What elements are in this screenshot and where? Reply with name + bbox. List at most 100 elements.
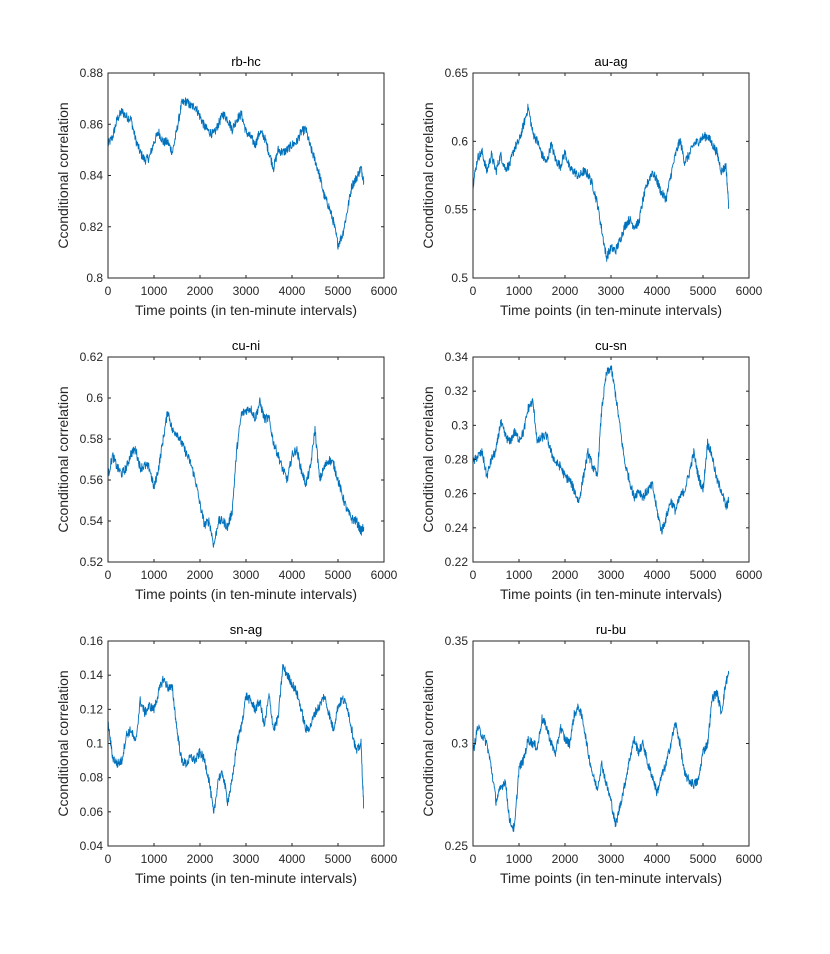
x-tick-label: 1000 xyxy=(141,852,168,866)
subplot-title: au-ag xyxy=(594,54,627,69)
y-tick-label: 0.65 xyxy=(445,66,469,80)
x-tick-label: 0 xyxy=(105,568,112,582)
y-tick-label: 0.56 xyxy=(80,473,104,487)
subplot-cu-sn: cu-sn 0 1000 2000 3000 4000 5000 6000 0.22 0.24 0.… xyxy=(420,338,763,602)
x-axis-label: Time points (in ten-minute intervals) xyxy=(135,586,357,602)
x-tick-label: 3000 xyxy=(598,568,625,582)
subplot-au-ag: au-ag 0 1000 2000 3000 4000 5000 6000 0.5 0.55 0.6… xyxy=(420,54,763,318)
x-axis-label: Time points (in ten-minute intervals) xyxy=(135,302,357,318)
y-tick-label: 0.25 xyxy=(445,839,469,853)
y-tick-label: 0.52 xyxy=(80,555,104,569)
y-tick-label: 0.16 xyxy=(80,634,104,648)
axes-box xyxy=(107,640,385,847)
subplot-sn-ag: sn-ag 0 1000 2000 3000 4000 5000 6000 0.04 0.06 0.… xyxy=(55,622,398,886)
x-tick-label: 3000 xyxy=(598,852,625,866)
y-tick-label: 0.3 xyxy=(451,418,468,432)
x-tick-label: 5000 xyxy=(325,284,352,298)
y-tick-label: 0.84 xyxy=(80,169,104,183)
x-tick-label: 0 xyxy=(470,568,477,582)
x-tick-label: 2000 xyxy=(552,568,579,582)
series-line-rb-hc xyxy=(107,97,365,250)
y-tick-label: 0.32 xyxy=(445,384,469,398)
y-tick-label: 0.58 xyxy=(80,432,104,446)
subplot-title: sn-ag xyxy=(230,622,263,637)
y-tick-label: 0.55 xyxy=(445,203,469,217)
y-axis-label: Cconditional correlation xyxy=(420,102,436,248)
x-tick-label: 1000 xyxy=(506,284,533,298)
x-tick-label: 1000 xyxy=(141,284,168,298)
subplot-title: rb-hc xyxy=(231,54,261,69)
y-tick-label: 0.3 xyxy=(451,737,468,751)
y-tick-label: 0.86 xyxy=(80,117,104,131)
x-tick-label: 0 xyxy=(470,852,477,866)
series-line-sn-ag xyxy=(107,663,365,814)
x-axis-label: Time points (in ten-minute intervals) xyxy=(135,870,357,886)
x-tick-label: 6000 xyxy=(736,568,763,582)
x-tick-label: 4000 xyxy=(279,284,306,298)
subplot-ru-bu: ru-bu 0 1000 2000 3000 4000 5000 6000 0.25 0.3 0.3… xyxy=(420,622,763,886)
y-tick-label: 0.22 xyxy=(445,555,469,569)
x-tick-label: 3000 xyxy=(598,284,625,298)
x-axis-label: Time points (in ten-minute intervals) xyxy=(500,586,722,602)
y-axis-label: Cconditional correlation xyxy=(55,670,71,816)
y-tick-label: 0.35 xyxy=(445,634,469,648)
y-tick-label: 0.82 xyxy=(80,220,104,234)
y-axis-label: Cconditional correlation xyxy=(420,386,436,532)
y-tick-label: 0.34 xyxy=(445,350,469,364)
x-tick-label: 1000 xyxy=(506,852,533,866)
x-tick-label: 5000 xyxy=(690,568,717,582)
x-tick-label: 3000 xyxy=(233,284,260,298)
x-tick-label: 5000 xyxy=(325,852,352,866)
x-tick-label: 5000 xyxy=(690,852,717,866)
x-tick-label: 2000 xyxy=(552,852,579,866)
series-line-ru-bu xyxy=(472,670,730,833)
x-tick-label: 4000 xyxy=(644,284,671,298)
x-tick-label: 0 xyxy=(105,852,112,866)
x-tick-label: 0 xyxy=(105,284,112,298)
subplot-title: ru-bu xyxy=(596,622,626,637)
x-tick-label: 4000 xyxy=(279,852,306,866)
axes-box xyxy=(107,72,385,279)
y-tick-label: 0.54 xyxy=(80,514,104,528)
axes-box xyxy=(107,356,385,563)
x-tick-label: 2000 xyxy=(187,852,214,866)
x-tick-label: 2000 xyxy=(187,284,214,298)
x-axis-label: Time points (in ten-minute intervals) xyxy=(500,870,722,886)
y-tick-label: 0.6 xyxy=(86,391,103,405)
series-line-au-ag xyxy=(472,103,730,262)
x-tick-label: 4000 xyxy=(644,568,671,582)
y-axis-label: Cconditional correlation xyxy=(420,670,436,816)
y-axis-label: Cconditional correlation xyxy=(55,102,71,248)
y-tick-label: 0.6 xyxy=(451,134,468,148)
y-tick-label: 0.28 xyxy=(445,453,469,467)
series-line-cu-ni xyxy=(107,397,365,548)
x-tick-label: 6000 xyxy=(371,568,398,582)
x-tick-label: 5000 xyxy=(325,568,352,582)
y-tick-label: 0.88 xyxy=(80,66,104,80)
y-tick-label: 0.62 xyxy=(80,350,104,364)
y-tick-label: 0.26 xyxy=(445,487,469,501)
x-tick-label: 5000 xyxy=(690,284,717,298)
y-tick-label: 0.12 xyxy=(80,702,104,716)
subplot-title: cu-sn xyxy=(595,338,627,353)
y-tick-label: 0.5 xyxy=(451,271,468,285)
x-tick-label: 0 xyxy=(470,284,477,298)
x-tick-label: 3000 xyxy=(233,568,260,582)
subplot-rb-hc: rb-hc 0 1000 2000 3000 4000 5000 6000 0.8 0.82 0.8… xyxy=(55,54,398,318)
y-tick-label: 0.06 xyxy=(80,805,104,819)
series-line-cu-sn xyxy=(472,365,730,535)
axes-box xyxy=(472,356,750,563)
x-tick-label: 2000 xyxy=(552,284,579,298)
x-tick-label: 1000 xyxy=(506,568,533,582)
y-tick-label: 0.14 xyxy=(80,668,104,682)
x-tick-label: 4000 xyxy=(644,852,671,866)
x-axis-label: Time points (in ten-minute intervals) xyxy=(500,302,722,318)
x-tick-label: 1000 xyxy=(141,568,168,582)
x-tick-label: 6000 xyxy=(371,284,398,298)
y-tick-label: 0.1 xyxy=(86,737,103,751)
y-axis-label: Cconditional correlation xyxy=(55,386,71,532)
y-tick-label: 0.24 xyxy=(445,521,469,535)
x-tick-label: 3000 xyxy=(233,852,260,866)
x-tick-label: 6000 xyxy=(736,852,763,866)
